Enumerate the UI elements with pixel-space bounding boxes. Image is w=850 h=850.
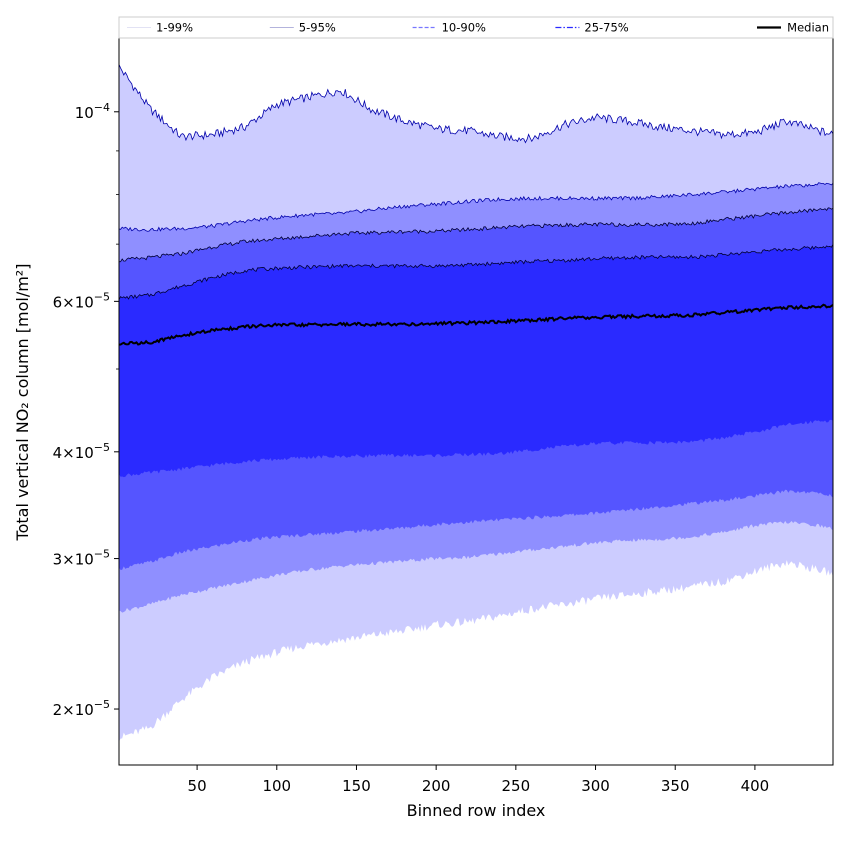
x-tick-label: 50 <box>188 777 207 795</box>
band-1-99%-upper-line <box>119 64 833 144</box>
legend-label-10-90%: 10-90% <box>442 21 486 35</box>
x-axis-label: Binned row index <box>407 801 546 820</box>
y-axis-label: Total vertical NO₂ column [mol/m²] <box>13 264 32 542</box>
x-tick-label: 300 <box>581 777 610 795</box>
legend-box <box>118 16 834 39</box>
band-5-95%-upper-line <box>119 182 833 232</box>
x-tick-label: 150 <box>342 777 371 795</box>
band-25-75%-upper-line <box>119 244 833 300</box>
x-tick-label: 250 <box>502 777 531 795</box>
x-tick-label: 350 <box>661 777 690 795</box>
band-10-90%-upper-line <box>119 207 833 263</box>
legend-label-5-95%: 5-95% <box>299 21 336 35</box>
band-25-75%-fill <box>119 244 833 478</box>
legend-label-Median: Median <box>787 21 829 35</box>
legend: 1-99% 5-95% 10-90% 25-75% Median <box>118 16 834 39</box>
y-tick-label: 2×10−5 <box>53 698 110 719</box>
x-tick-label: 200 <box>422 777 451 795</box>
y-tick-label: 4×10−5 <box>53 441 110 462</box>
legend-label-1-99%: 1-99% <box>156 21 193 35</box>
y-tick-label: 3×10−5 <box>53 548 110 569</box>
x-axis: 50 100 150 200 250 300 350 400 <box>188 765 770 795</box>
y-tick-label: 10−4 <box>75 101 110 122</box>
y-axis: 10−4 6×10−5 4×10−5 3×10−5 2×10−5 <box>53 101 119 719</box>
median-line <box>119 303 833 346</box>
x-tick-label: 100 <box>262 777 291 795</box>
x-tick-label: 400 <box>741 777 770 795</box>
plot-area <box>119 64 833 742</box>
legend-label-25-75%: 25-75% <box>584 21 628 35</box>
y-tick-label: 6×10−5 <box>53 290 110 311</box>
